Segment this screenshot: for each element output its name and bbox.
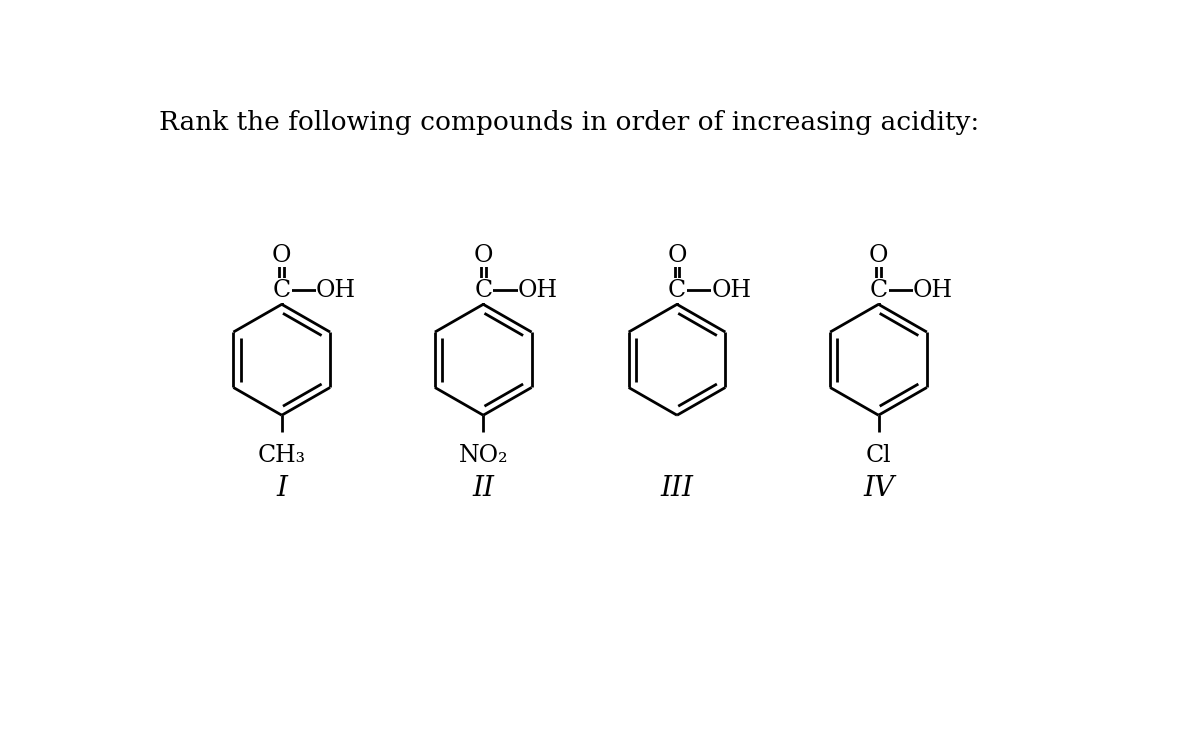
- Text: NO₂: NO₂: [458, 443, 508, 467]
- Text: Rank the following compounds in order of increasing acidity:: Rank the following compounds in order of…: [160, 109, 979, 135]
- Text: OH: OH: [712, 279, 751, 302]
- Text: III: III: [660, 475, 694, 502]
- Text: OH: OH: [316, 279, 356, 302]
- Text: I: I: [276, 475, 287, 502]
- Text: II: II: [473, 475, 494, 502]
- Text: OH: OH: [913, 279, 953, 302]
- Text: Cl: Cl: [865, 443, 892, 467]
- Text: O: O: [272, 244, 292, 267]
- Text: O: O: [869, 244, 888, 267]
- Text: IV: IV: [863, 475, 894, 502]
- Text: C: C: [272, 279, 290, 302]
- Text: C: C: [668, 279, 686, 302]
- Text: OH: OH: [517, 279, 558, 302]
- Text: O: O: [474, 244, 493, 267]
- Text: C: C: [474, 279, 492, 302]
- Text: O: O: [667, 244, 686, 267]
- Text: CH₃: CH₃: [258, 443, 306, 467]
- Text: C: C: [870, 279, 888, 302]
